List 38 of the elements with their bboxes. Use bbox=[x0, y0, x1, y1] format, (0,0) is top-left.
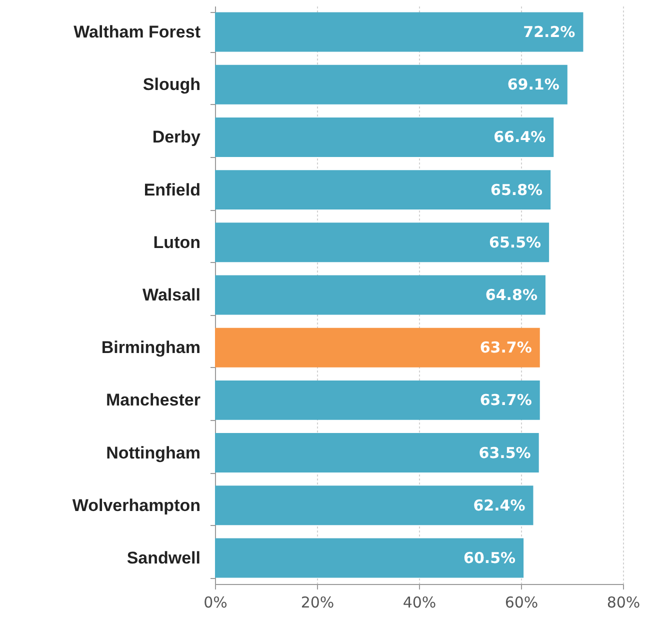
y-tick-label: Sandwell bbox=[126, 548, 200, 568]
bar bbox=[215, 275, 546, 315]
data-label: 60.5% bbox=[464, 548, 516, 567]
data-label: 66.4% bbox=[494, 128, 546, 146]
y-tick-label: Slough bbox=[142, 75, 200, 94]
data-label: 63.7% bbox=[480, 391, 532, 410]
x-tick-label: 40% bbox=[402, 594, 436, 612]
bar bbox=[215, 328, 540, 368]
bar bbox=[215, 118, 554, 157]
data-label: 65.8% bbox=[490, 180, 543, 199]
bar bbox=[215, 222, 550, 262]
data-label: 63.7% bbox=[480, 338, 532, 357]
y-tick-label: Manchester bbox=[106, 390, 201, 410]
x-tick-label: 20% bbox=[300, 594, 334, 612]
bar bbox=[215, 12, 584, 52]
data-label: 69.1% bbox=[507, 76, 560, 94]
data-label: 72.2% bbox=[523, 23, 576, 42]
y-tick-label: Enfield bbox=[144, 180, 200, 200]
x-tick-label: 60% bbox=[504, 594, 538, 612]
bar bbox=[215, 64, 568, 104]
bar bbox=[215, 170, 551, 210]
x-tick-label: 80% bbox=[606, 594, 640, 612]
data-label: 63.5% bbox=[478, 444, 531, 462]
y-tick-label: Nottingham bbox=[106, 443, 200, 462]
y-tick-label: Luton bbox=[153, 232, 200, 252]
y-tick-label: Waltham Forest bbox=[74, 22, 201, 42]
data-label: 64.8% bbox=[485, 286, 538, 304]
y-tick-label: Derby bbox=[152, 128, 202, 147]
y-tick-label: Walsall bbox=[142, 286, 200, 304]
data-label: 65.5% bbox=[489, 233, 542, 252]
bar bbox=[215, 433, 539, 472]
bar bbox=[215, 380, 540, 420]
x-tick-label: 0% bbox=[204, 594, 228, 612]
data-label: 62.4% bbox=[473, 496, 526, 514]
y-tick-label: Wolverhampton bbox=[72, 496, 200, 515]
y-tick-label: Birmingham bbox=[101, 338, 200, 358]
bar bbox=[215, 486, 534, 526]
bar bbox=[215, 538, 524, 578]
